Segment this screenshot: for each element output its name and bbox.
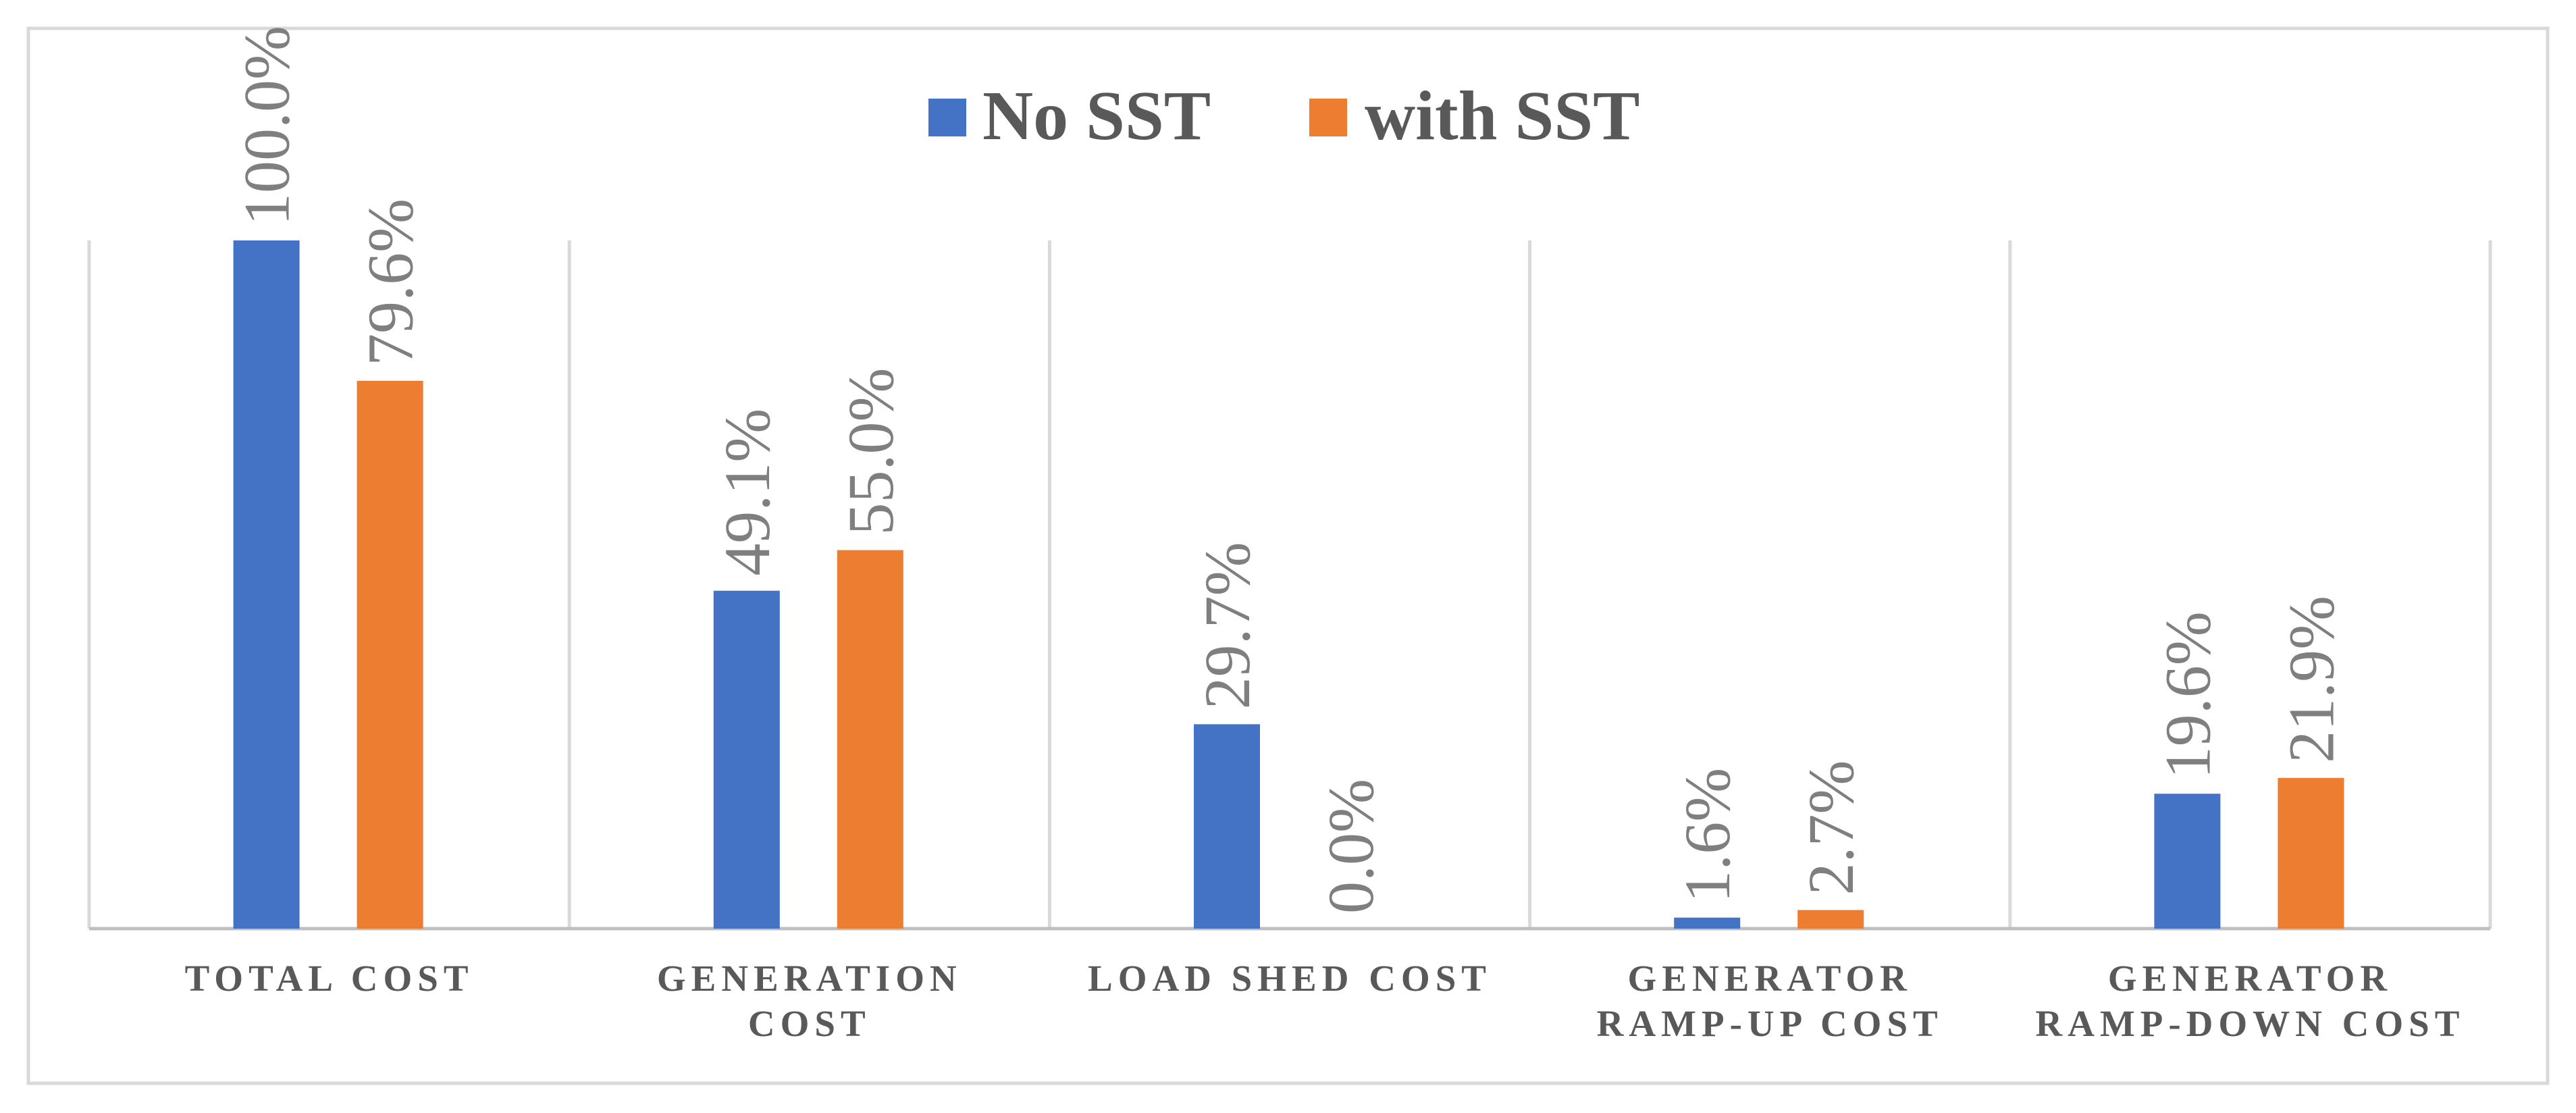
data-label-with-sst-3: 2.7% xyxy=(1795,760,1867,896)
bar-with-sst-3 xyxy=(1797,910,1864,929)
category-label-1-line-1: COST xyxy=(748,1003,871,1044)
category-label-0-line-0: TOTAL COST xyxy=(185,958,474,999)
data-label-no-sst-1: 49.1% xyxy=(711,409,783,576)
category-label-4-line-0: GENERATOR xyxy=(2108,958,2392,999)
legend-label-with-sst: with SST xyxy=(1365,77,1640,155)
category-label-3-line-1: RAMP-UP COST xyxy=(1597,1003,1943,1044)
data-label-with-sst-1: 55.0% xyxy=(835,368,907,536)
category-label-3-line-0: GENERATOR xyxy=(1627,958,1912,999)
legend-swatch-with-sst xyxy=(1309,99,1347,136)
data-label-no-sst-4: 19.6% xyxy=(2151,611,2224,779)
legend-item-no-sst: No SST xyxy=(928,77,1211,155)
legend-item-with-sst: with SST xyxy=(1309,77,1640,155)
data-label-with-sst-0: 79.6% xyxy=(354,199,427,366)
legend-label-no-sst: No SST xyxy=(982,77,1211,155)
legend-swatch-no-sst xyxy=(928,99,966,136)
data-label-no-sst-3: 1.6% xyxy=(1671,768,1743,903)
category-label-1-line-0: GENERATION xyxy=(657,958,962,999)
bar-no-sst-2 xyxy=(1194,724,1260,929)
bar-with-sst-4 xyxy=(2278,777,2344,929)
category-label-4-line-1: RAMP-DOWN COST xyxy=(2035,1003,2465,1044)
bar-no-sst-0 xyxy=(233,240,300,929)
data-label-with-sst-4: 21.9% xyxy=(2275,596,2347,763)
legend: No SST with SST xyxy=(928,77,1640,155)
data-label-no-sst-0: 100.0% xyxy=(231,26,303,226)
plot-area: 100.0% 79.6% TOTAL COST 49.1% 55.0% GENERATIO… xyxy=(87,26,2492,1044)
bar-no-sst-3 xyxy=(1674,917,1741,929)
bar-with-sst-1 xyxy=(837,550,903,929)
bar-no-sst-4 xyxy=(2154,794,2221,929)
data-label-no-sst-2: 29.7% xyxy=(1191,542,1263,709)
category-label-2-line-0: LOAD SHED COST xyxy=(1088,958,1492,999)
bar-with-sst-0 xyxy=(357,380,423,929)
chart-border xyxy=(26,26,2550,1085)
data-label-with-sst-2: 0.0% xyxy=(1315,779,1387,914)
bar-no-sst-1 xyxy=(713,590,780,929)
